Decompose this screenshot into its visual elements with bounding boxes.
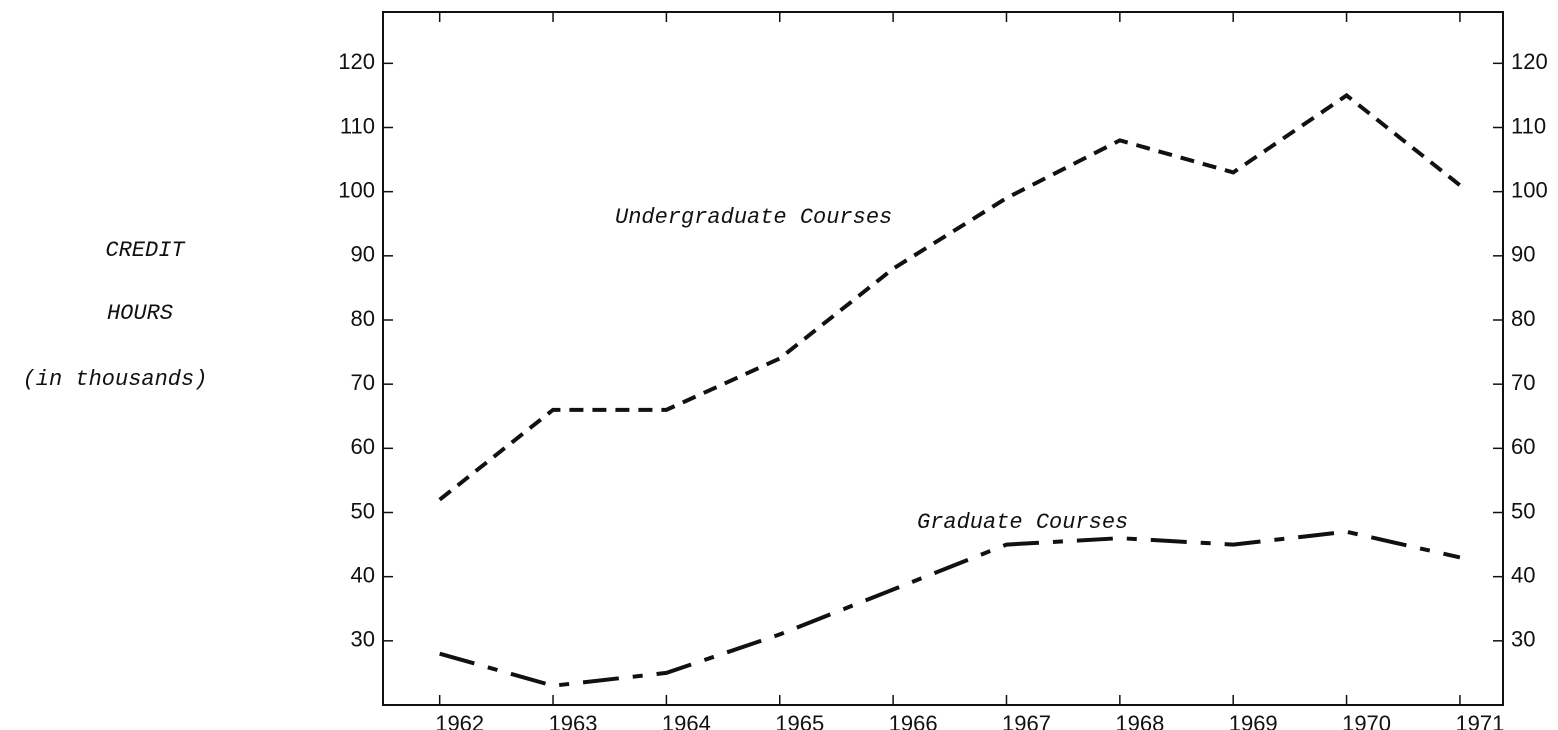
x-tick-label: 1965	[775, 711, 824, 730]
annotation: Graduate Courses	[917, 510, 1128, 535]
x-tick-label: 1962	[435, 711, 484, 730]
y2-tick-label: 100	[1511, 177, 1548, 202]
y-tick-label: 90	[351, 242, 375, 267]
y-tick-label: 50	[351, 498, 375, 523]
x-tick-label: 1967	[1002, 711, 1051, 730]
data-line	[438, 92, 1462, 502]
y2-tick-label: 50	[1511, 498, 1535, 523]
x-tick-label: 1964	[662, 711, 711, 730]
y-tick-label: 100	[338, 177, 375, 202]
y-axis-label: CREDIT	[105, 238, 186, 263]
x-tick-label: 1970	[1342, 711, 1391, 730]
y2-tick-label: 30	[1511, 627, 1535, 652]
y2-tick-label: 80	[1511, 306, 1535, 331]
y-tick-label: 70	[351, 370, 375, 395]
y2-tick-label: 60	[1511, 434, 1535, 459]
x-tick-label: 1963	[549, 711, 598, 730]
y-tick-label: 30	[351, 627, 375, 652]
y2-tick-label: 110	[1511, 113, 1546, 138]
y-tick-label: 80	[351, 306, 375, 331]
x-tick-label: 1966	[889, 711, 938, 730]
y2-tick-label: 40	[1511, 562, 1535, 587]
y2-tick-label: 120	[1511, 49, 1548, 74]
y2-tick-label: 90	[1511, 242, 1535, 267]
annotation: Undergraduate Courses	[615, 205, 892, 230]
y-axis-label: (in thousands)	[23, 367, 208, 392]
y2-tick-label: 70	[1511, 370, 1535, 395]
y-tick-label: 60	[351, 434, 375, 459]
x-tick-label: 1969	[1229, 711, 1278, 730]
y-tick-label: 40	[351, 562, 375, 587]
plot-frame	[382, 11, 1504, 706]
y-axis-label: HOURS	[107, 301, 173, 326]
x-tick-label: 1971	[1455, 711, 1504, 730]
y-tick-label: 110	[340, 113, 375, 138]
x-tick-label: 1968	[1115, 711, 1164, 730]
y-tick-label: 120	[338, 49, 375, 74]
data-line	[439, 529, 1461, 688]
